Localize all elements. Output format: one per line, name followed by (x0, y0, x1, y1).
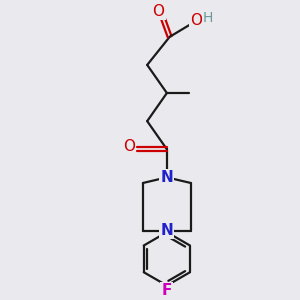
Text: N: N (160, 223, 173, 238)
Text: H: H (203, 11, 213, 25)
Text: O: O (152, 4, 164, 19)
Text: N: N (160, 170, 173, 185)
Text: F: F (162, 283, 172, 298)
Text: O: O (190, 13, 202, 28)
Text: O: O (123, 139, 135, 154)
